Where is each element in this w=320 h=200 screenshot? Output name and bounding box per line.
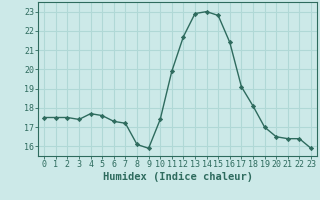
X-axis label: Humidex (Indice chaleur): Humidex (Indice chaleur)	[103, 172, 252, 182]
